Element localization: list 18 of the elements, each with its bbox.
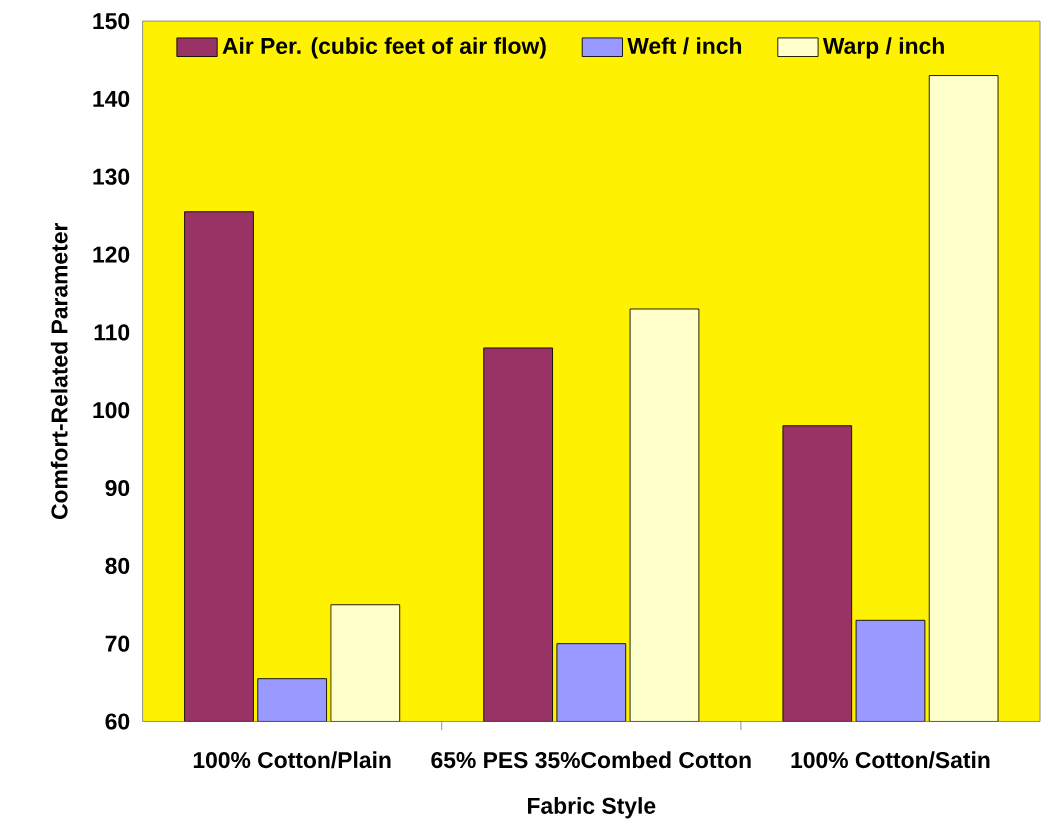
y-tick-label: 60 bbox=[105, 713, 130, 730]
y-tick-label: 90 bbox=[105, 480, 130, 497]
x-tick-label: 100% Cotton/Plain bbox=[193, 751, 391, 769]
y-axis-title: Comfort-Related Parameter bbox=[50, 223, 68, 520]
x-axis-title: Fabric Style bbox=[528, 797, 656, 819]
x-tick-label: 100% Cotton/Satin bbox=[791, 751, 990, 769]
legend-label: Air Per. (cubic feet of air flow) bbox=[222, 37, 546, 59]
y-tick-label: 140 bbox=[93, 90, 130, 108]
y-tick-label: 150 bbox=[93, 13, 130, 30]
x-tick-label: 65% PES 35%Combed Cotton bbox=[431, 751, 751, 769]
y-tick-label: 120 bbox=[93, 246, 130, 263]
y-tick-label: 130 bbox=[93, 168, 130, 185]
y-tick-label: 70 bbox=[105, 635, 130, 652]
legend-label: Weft / inch bbox=[627, 37, 742, 55]
y-tick-label: 80 bbox=[105, 557, 130, 575]
y-tick-label: 100 bbox=[93, 402, 130, 419]
legend-label: Warp / inch bbox=[822, 37, 944, 59]
y-tick-label: 110 bbox=[94, 324, 130, 341]
